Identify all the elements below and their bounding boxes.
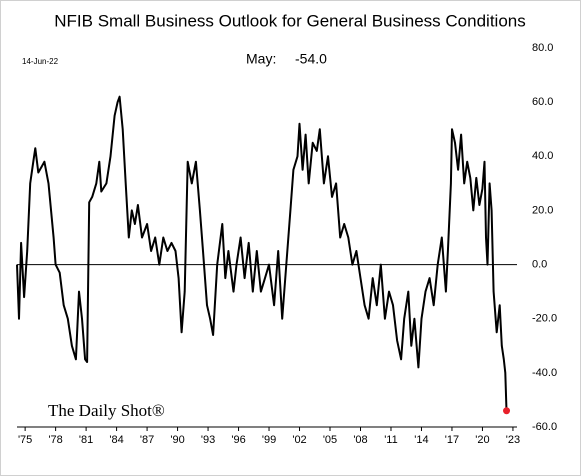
y-tick-label: -40.0 xyxy=(532,367,557,379)
y-tick-label: -60.0 xyxy=(532,421,557,433)
x-tick-label: '14 xyxy=(414,434,428,446)
annotation-label: May: xyxy=(246,51,276,67)
x-tick-label: '84 xyxy=(109,434,123,446)
y-tick-label: 60.0 xyxy=(532,96,553,108)
x-tick-label: '20 xyxy=(475,434,489,446)
last-point xyxy=(503,407,511,415)
date-note: 14-Jun-22 xyxy=(22,57,59,66)
x-tick-label: '96 xyxy=(231,434,245,446)
x-tick-label: '75 xyxy=(18,434,32,446)
x-tick-label: '05 xyxy=(323,434,337,446)
x-tick-label: '23 xyxy=(506,434,520,446)
x-tick-label: '90 xyxy=(170,434,184,446)
x-tick-label: '78 xyxy=(48,434,62,446)
chart-title: NFIB Small Business Outlook for General … xyxy=(54,11,525,30)
y-tick-label: 20.0 xyxy=(532,204,553,216)
y-tick-label: -20.0 xyxy=(532,313,557,325)
source-logo: The Daily Shot® xyxy=(48,401,165,420)
y-tick-label: 40.0 xyxy=(532,150,553,162)
x-tick-label: '99 xyxy=(262,434,276,446)
x-tick-label: '81 xyxy=(79,434,93,446)
x-tick-label: '87 xyxy=(140,434,154,446)
y-tick-label: 80.0 xyxy=(532,42,553,54)
x-tick-label: '11 xyxy=(384,434,398,446)
x-tick-label: '02 xyxy=(292,434,306,446)
x-tick-label: '17 xyxy=(445,434,459,446)
x-tick-label: '93 xyxy=(201,434,215,446)
y-tick-label: 0.0 xyxy=(532,258,547,270)
annotation-value: -54.0 xyxy=(295,51,327,67)
series-line xyxy=(16,95,508,411)
x-tick-label: '08 xyxy=(353,434,367,446)
